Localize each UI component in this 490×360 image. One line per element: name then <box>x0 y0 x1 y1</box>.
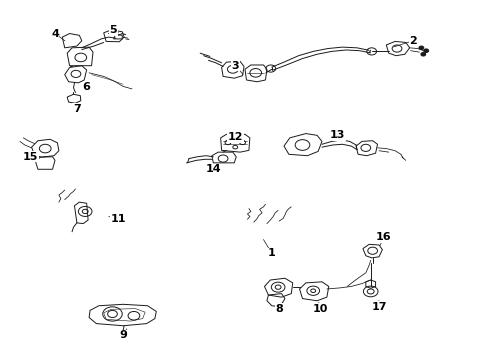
Text: 2: 2 <box>409 36 417 46</box>
Text: 5: 5 <box>110 25 117 35</box>
Text: 7: 7 <box>73 104 81 113</box>
Text: 3: 3 <box>231 61 239 71</box>
Text: 12: 12 <box>227 132 243 142</box>
Circle shape <box>419 46 424 50</box>
Text: 4: 4 <box>51 28 59 39</box>
Text: 16: 16 <box>376 232 392 242</box>
Text: 9: 9 <box>119 330 127 341</box>
Text: 14: 14 <box>205 164 221 174</box>
Text: 13: 13 <box>330 130 345 140</box>
Text: 1: 1 <box>268 248 276 258</box>
Text: 10: 10 <box>313 303 328 314</box>
Text: 8: 8 <box>275 303 283 314</box>
Text: 17: 17 <box>371 302 387 312</box>
Text: 11: 11 <box>111 214 126 224</box>
Text: 6: 6 <box>83 82 91 92</box>
Circle shape <box>421 53 426 56</box>
Text: 15: 15 <box>23 152 38 162</box>
Circle shape <box>424 49 429 53</box>
